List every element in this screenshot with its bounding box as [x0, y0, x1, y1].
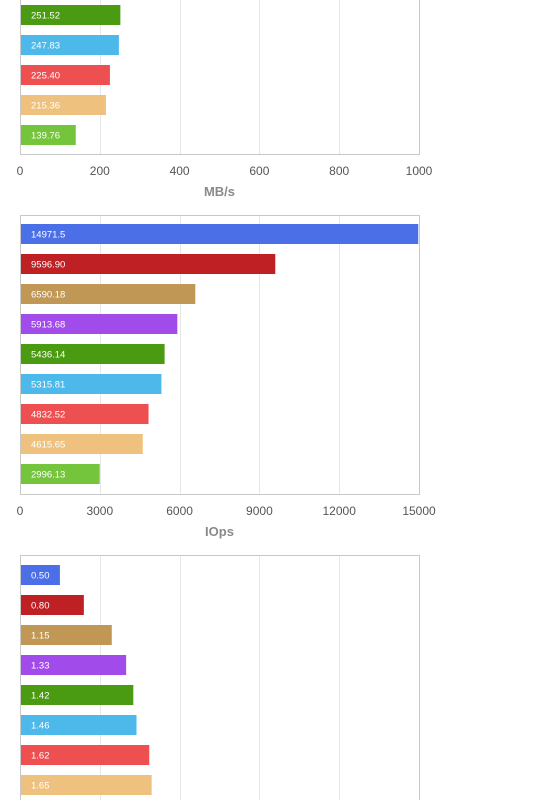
- bar-value-label: 247.83: [31, 41, 60, 52]
- bar: [21, 434, 143, 454]
- bar: [21, 314, 178, 334]
- bar: [21, 565, 60, 585]
- x-tick-label: 9000: [246, 504, 273, 518]
- bar-value-label: 139.76: [31, 131, 60, 142]
- x-axis-title: MB/s: [204, 184, 235, 199]
- bar: [21, 254, 276, 274]
- x-tick-label: 0: [17, 164, 24, 178]
- bar: [21, 224, 419, 244]
- x-tick-label: 6000: [166, 504, 193, 518]
- bar-value-label: 14971.5: [31, 230, 65, 241]
- throughput-chart-svg: 251.52 247.83 225.40 215.36 139.76 0 200 400 600…: [17, 0, 433, 199]
- bar-value-label: 1.65: [31, 781, 50, 792]
- bar: [21, 5, 121, 25]
- bar-value-label: 5315.81: [31, 380, 65, 391]
- bar: [21, 655, 127, 675]
- bar: [21, 464, 100, 484]
- bar-value-label: 9596.90: [31, 260, 65, 271]
- x-tick-label: 3000: [86, 504, 113, 518]
- bar: [21, 344, 165, 364]
- x-tick-label: 1000: [406, 164, 433, 178]
- bar: [21, 775, 152, 795]
- bar: [21, 404, 149, 424]
- x-tick-label: 0: [17, 504, 24, 518]
- bar: [21, 595, 84, 615]
- bar: [21, 284, 196, 304]
- x-tick-label: 15000: [402, 504, 436, 518]
- bar-value-label: 5436.14: [31, 350, 65, 361]
- bar-value-label: 4615.65: [31, 440, 65, 451]
- bar-value-label: 251.52: [31, 11, 60, 22]
- bar-value-label: 1.62: [31, 751, 50, 762]
- x-axis-title: IOps: [205, 524, 234, 539]
- bar: [21, 65, 110, 85]
- bar-value-label: 1.33: [31, 661, 50, 672]
- x-tick-label: 800: [329, 164, 349, 178]
- bar-value-label: 1.42: [31, 691, 50, 702]
- bar: [21, 125, 76, 145]
- bar: [21, 95, 106, 115]
- bar: [21, 35, 119, 55]
- bar-value-label: 4832.52: [31, 410, 65, 421]
- bar-value-label: 1.15: [31, 631, 50, 642]
- bar-value-label: 6590.18: [31, 290, 65, 301]
- bar: [21, 745, 150, 765]
- bar-value-label: 225.40: [31, 71, 60, 82]
- bar-value-label: 5913.68: [31, 320, 65, 331]
- bar-value-label: 1.46: [31, 721, 50, 732]
- bar-value-label: 2996.13: [31, 470, 65, 481]
- throughput-chart: 251.52 247.83 225.40 215.36 139.76 0 200 400 600…: [0, 0, 560, 210]
- x-tick-label: 12000: [323, 504, 357, 518]
- bar: [21, 374, 162, 394]
- bar: [21, 625, 112, 645]
- bar-value-label: 215.36: [31, 101, 60, 112]
- x-tick-label: 600: [249, 164, 269, 178]
- bar: [21, 715, 137, 735]
- x-tick-label: 400: [170, 164, 190, 178]
- bar: [21, 685, 134, 705]
- bar-value-label: 0.50: [31, 571, 50, 582]
- bar-value-label: 0.80: [31, 601, 50, 612]
- x-tick-label: 200: [90, 164, 110, 178]
